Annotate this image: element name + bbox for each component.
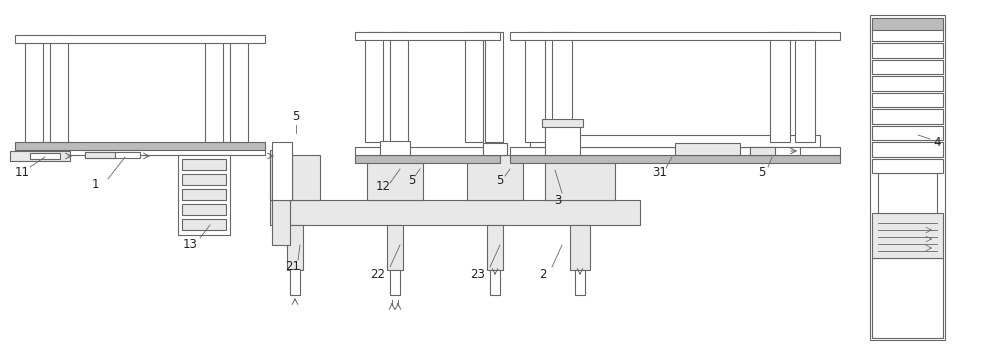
- Polygon shape: [483, 143, 507, 155]
- Polygon shape: [872, 76, 943, 91]
- Polygon shape: [287, 225, 303, 270]
- Polygon shape: [570, 225, 590, 270]
- Polygon shape: [795, 32, 815, 142]
- Polygon shape: [675, 143, 740, 155]
- Polygon shape: [878, 173, 937, 213]
- Polygon shape: [30, 153, 60, 159]
- Polygon shape: [15, 35, 265, 43]
- Polygon shape: [490, 270, 500, 295]
- Polygon shape: [355, 147, 500, 155]
- Polygon shape: [575, 270, 585, 295]
- Polygon shape: [872, 126, 943, 140]
- Polygon shape: [15, 147, 265, 155]
- Polygon shape: [483, 143, 507, 155]
- Polygon shape: [10, 151, 70, 161]
- Polygon shape: [272, 195, 290, 245]
- Polygon shape: [510, 147, 840, 155]
- Polygon shape: [270, 200, 640, 225]
- Polygon shape: [510, 32, 840, 40]
- Polygon shape: [15, 142, 265, 150]
- Text: 13: 13: [183, 239, 197, 251]
- Polygon shape: [487, 225, 503, 270]
- Polygon shape: [872, 27, 943, 42]
- Polygon shape: [85, 152, 140, 158]
- Polygon shape: [750, 147, 800, 155]
- Polygon shape: [182, 159, 226, 170]
- Text: 5: 5: [496, 174, 504, 186]
- Text: 3: 3: [554, 193, 562, 207]
- Polygon shape: [872, 93, 943, 107]
- Polygon shape: [872, 109, 943, 124]
- Polygon shape: [872, 258, 943, 338]
- Polygon shape: [390, 32, 408, 142]
- Polygon shape: [872, 43, 943, 58]
- Text: 2: 2: [539, 268, 547, 282]
- Polygon shape: [205, 35, 223, 142]
- Polygon shape: [485, 32, 503, 142]
- Polygon shape: [355, 32, 500, 40]
- Polygon shape: [872, 159, 943, 173]
- Polygon shape: [182, 174, 226, 185]
- Polygon shape: [355, 155, 500, 163]
- Polygon shape: [545, 125, 580, 155]
- Polygon shape: [272, 142, 292, 200]
- Text: 31: 31: [653, 166, 667, 180]
- Text: 5: 5: [408, 174, 416, 186]
- Polygon shape: [380, 141, 410, 155]
- Polygon shape: [525, 32, 545, 142]
- Polygon shape: [272, 160, 292, 200]
- Polygon shape: [390, 270, 400, 295]
- Polygon shape: [178, 155, 230, 235]
- Polygon shape: [872, 213, 943, 258]
- Polygon shape: [545, 145, 615, 200]
- Polygon shape: [542, 119, 583, 127]
- Text: 12: 12: [376, 180, 390, 193]
- Text: 23: 23: [471, 268, 485, 282]
- Text: 5: 5: [758, 165, 766, 179]
- Text: 4: 4: [933, 136, 941, 148]
- Polygon shape: [25, 35, 43, 142]
- Polygon shape: [770, 32, 790, 142]
- Text: 22: 22: [370, 268, 386, 282]
- Text: 1: 1: [91, 179, 99, 191]
- Polygon shape: [85, 152, 115, 158]
- Polygon shape: [290, 269, 300, 295]
- Polygon shape: [872, 142, 943, 157]
- Polygon shape: [270, 150, 292, 200]
- Polygon shape: [50, 35, 68, 142]
- Polygon shape: [182, 189, 226, 200]
- Polygon shape: [872, 60, 943, 74]
- Text: 21: 21: [286, 261, 300, 273]
- Polygon shape: [182, 219, 226, 230]
- Polygon shape: [467, 155, 523, 200]
- Polygon shape: [530, 135, 820, 147]
- Polygon shape: [618, 142, 638, 160]
- Text: 11: 11: [14, 165, 30, 179]
- Polygon shape: [270, 155, 320, 200]
- Polygon shape: [870, 15, 945, 340]
- Polygon shape: [367, 155, 423, 200]
- Polygon shape: [552, 32, 572, 142]
- Text: 5: 5: [292, 110, 300, 124]
- Polygon shape: [750, 147, 775, 155]
- Polygon shape: [365, 32, 383, 142]
- Polygon shape: [510, 155, 840, 163]
- Polygon shape: [387, 225, 403, 270]
- Polygon shape: [182, 204, 226, 215]
- Polygon shape: [465, 32, 483, 142]
- Polygon shape: [230, 35, 248, 142]
- Polygon shape: [872, 18, 943, 30]
